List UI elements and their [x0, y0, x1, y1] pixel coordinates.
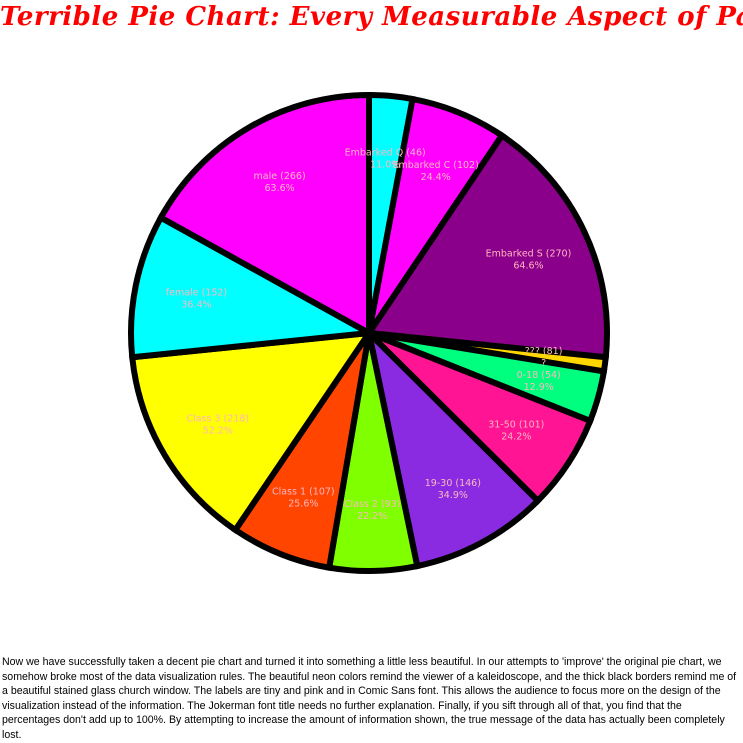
slice-percent-1: 24.4%	[421, 172, 451, 183]
slice-label-4: 0-18 (54)	[517, 370, 561, 381]
slice-label-11: male (266)	[254, 171, 306, 182]
slice-percent-10: 36.4%	[181, 300, 211, 311]
pie-labels: Embarked Q (46)11.0%Embarked C (102)24.4…	[166, 148, 572, 522]
slice-label-6: 19-30 (146)	[425, 478, 481, 489]
slice-percent-0: 11.0%	[370, 160, 400, 171]
slice-label-1: Embarked C (102)	[393, 160, 479, 171]
slice-percent-4: 12.9%	[524, 382, 554, 393]
pie-chart: Embarked Q (46)11.0%Embarked C (102)24.4…	[128, 91, 610, 574]
pie-slice-6	[364, 323, 543, 570]
slice-percent-11: 63.6%	[265, 183, 295, 194]
slice-percent-9: 52.2%	[203, 425, 233, 436]
slice-label-8: Class 1 (107)	[272, 486, 335, 497]
pie-slice-11	[156, 91, 372, 339]
slice-percent-8: 25.6%	[288, 498, 318, 509]
slice-label-5: 31-50 (101)	[488, 420, 544, 431]
slice-label-7: Class 2 (93)	[344, 499, 401, 510]
pie-slice-10	[128, 213, 379, 361]
pie-slices	[128, 91, 610, 574]
slice-percent-2: 64.6%	[513, 260, 543, 271]
slice-label-10: female (152)	[166, 288, 227, 299]
pie-slice-2	[363, 131, 610, 361]
slice-percent-5: 24.2%	[501, 432, 531, 443]
pie-slice-9	[128, 329, 376, 535]
slice-label-9: Class 3 (218)	[186, 413, 249, 424]
description-text: Now we have successfully taken a decent …	[2, 656, 737, 741]
slice-percent-6: 34.9%	[438, 490, 468, 501]
slice-label-0: Embarked Q (46)	[345, 148, 426, 159]
slice-label-2: Embarked S (270)	[486, 248, 572, 259]
chart-title: Terrible Pie Chart: Every Measurable Asp…	[0, 2, 743, 32]
slice-percent-7: 22.2%	[357, 511, 387, 522]
slice-percent-3: ?	[541, 358, 546, 369]
slice-label-3: ??? (81)	[525, 346, 563, 357]
